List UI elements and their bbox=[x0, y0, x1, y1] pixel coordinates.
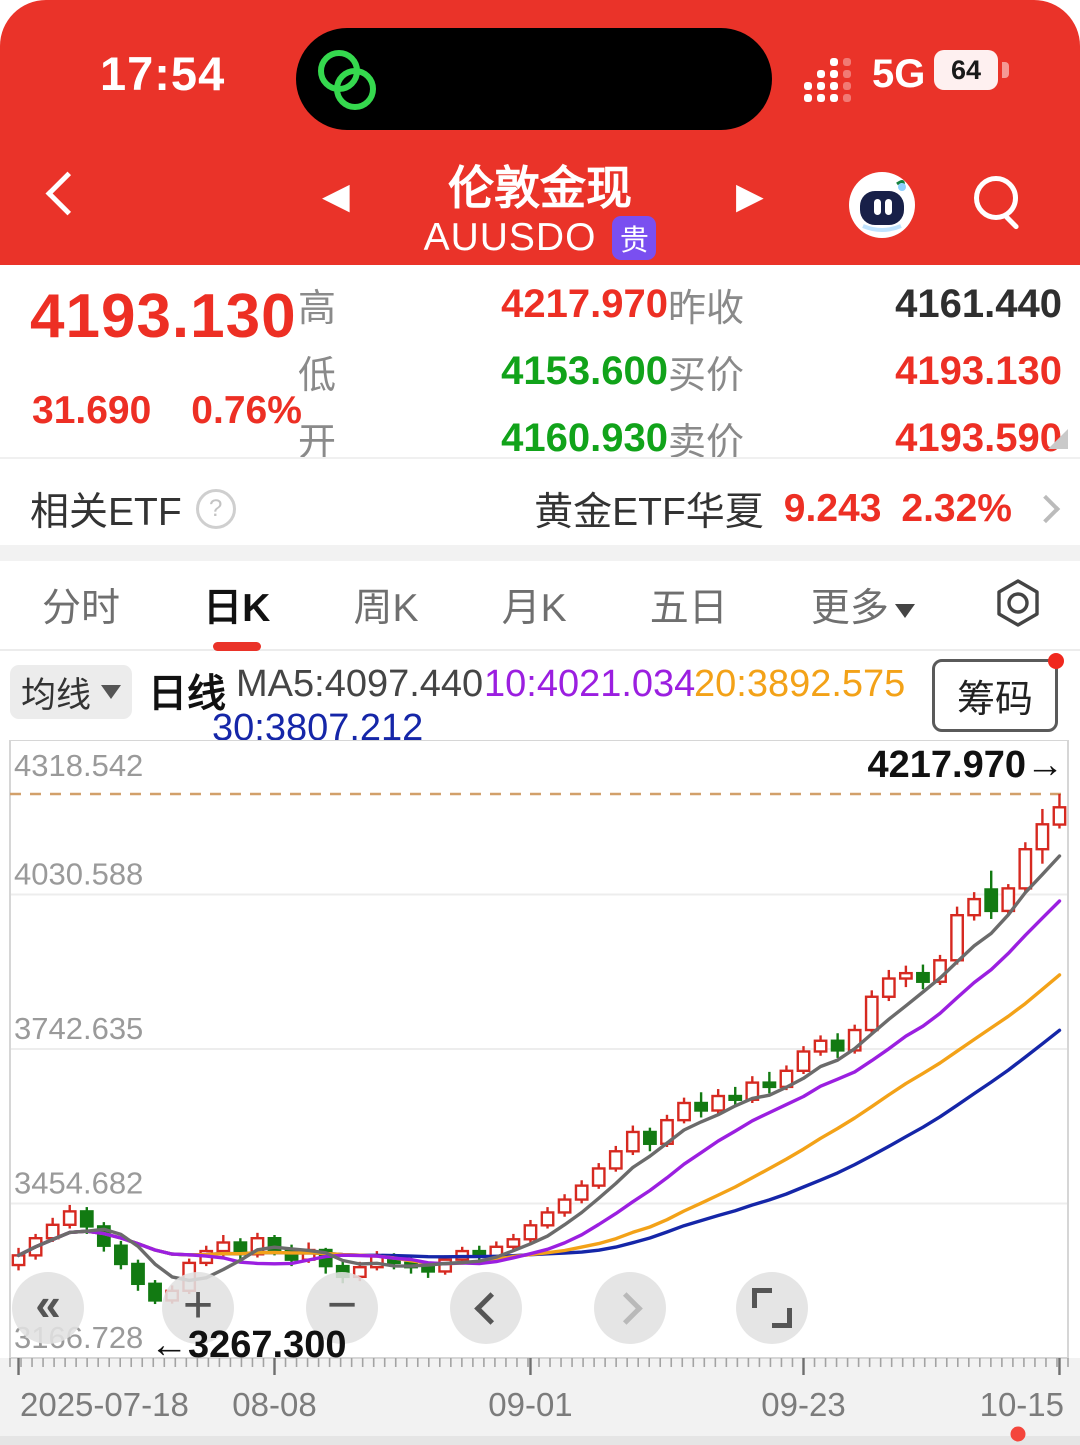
pan-left-button[interactable] bbox=[450, 1272, 522, 1344]
search-icon[interactable] bbox=[974, 176, 1018, 220]
battery-icon: 64 bbox=[934, 50, 998, 90]
low-value: 4153.600 bbox=[501, 349, 668, 393]
section-divider bbox=[0, 545, 1080, 561]
kline-chart-area[interactable]: 4318.542 4030.588 3742.635 3454.682 3166.728… bbox=[0, 740, 1080, 1445]
quote-grid: 高 4217.970 昨收 4161.440 低 4153.600 买价 419… bbox=[298, 277, 1062, 466]
status-time: 17:54 bbox=[100, 47, 226, 100]
etf-name: 黄金ETF华夏 bbox=[534, 491, 764, 534]
tab-five-day[interactable]: 五日 bbox=[649, 587, 728, 630]
dynamic-island bbox=[296, 28, 772, 130]
open-value: 4160.930 bbox=[501, 416, 668, 460]
price-change-pct: 0.76% bbox=[191, 389, 302, 432]
low-label: 低 bbox=[298, 355, 337, 397]
svg-text:4030.588: 4030.588 bbox=[14, 857, 143, 892]
symbol-code: AUUSDO bbox=[423, 216, 597, 259]
page-title: 伦敦金现 bbox=[448, 162, 632, 214]
svg-text:4318.542: 4318.542 bbox=[14, 748, 143, 783]
tab-minute[interactable]: 分时 bbox=[42, 587, 121, 630]
ma5-value: MA5:4097.440 bbox=[236, 663, 484, 705]
period-tabs: 分时 日K 周K 月K 五日 更多 bbox=[0, 561, 1080, 651]
market-badge: 贵 bbox=[612, 216, 657, 260]
fullscreen-button[interactable] bbox=[736, 1272, 808, 1344]
related-etf-row[interactable]: 相关ETF ? 黄金ETF华夏 9.243 2.32% bbox=[0, 457, 1080, 547]
battery-nub-icon bbox=[1002, 62, 1009, 78]
svg-text:3454.682: 3454.682 bbox=[14, 1165, 143, 1200]
next-symbol-icon[interactable]: ▶ bbox=[736, 175, 764, 216]
chips-distribution-button[interactable]: 筹码 bbox=[931, 659, 1058, 732]
low-price-annotation: ←3267.300 bbox=[150, 1324, 347, 1366]
tab-daily-k[interactable]: 日K bbox=[197, 563, 276, 647]
etf-change-pct: 2.32% bbox=[901, 487, 1012, 530]
caret-down-icon bbox=[101, 685, 121, 699]
chart-settings-icon[interactable] bbox=[992, 577, 1044, 634]
svg-text:09-01: 09-01 bbox=[488, 1386, 572, 1423]
prev-symbol-icon[interactable]: ◀ bbox=[322, 175, 350, 216]
zoom-in-button[interactable]: + bbox=[162, 1272, 234, 1344]
etf-label: 相关ETF bbox=[30, 491, 182, 534]
pan-right-button[interactable] bbox=[594, 1272, 666, 1344]
ai-assistant-icon[interactable] bbox=[845, 168, 919, 247]
high-label: 高 bbox=[298, 288, 337, 330]
ma10-value: 10:4021.034 bbox=[484, 663, 696, 705]
bid-value: 4193.130 bbox=[895, 349, 1062, 393]
help-icon[interactable]: ? bbox=[195, 489, 236, 529]
quote-panel: 4193.130 31.690 0.76% 高 4217.970 昨收 4161… bbox=[0, 265, 1080, 464]
svg-text:09-23: 09-23 bbox=[761, 1386, 845, 1423]
last-price: 4193.130 bbox=[30, 282, 297, 351]
network-type: 5G bbox=[872, 52, 926, 96]
rewind-button[interactable]: « bbox=[12, 1272, 84, 1344]
svg-text:08-08: 08-08 bbox=[232, 1386, 316, 1423]
svg-text:3742.635: 3742.635 bbox=[14, 1011, 143, 1046]
svg-text:2025-07-18: 2025-07-18 bbox=[20, 1386, 189, 1423]
ma20-value: 20:3892.575 bbox=[694, 663, 906, 705]
fullscreen-icon bbox=[752, 1288, 792, 1328]
tab-monthly-k[interactable]: 月K bbox=[501, 587, 567, 630]
tab-weekly-k[interactable]: 周K bbox=[353, 587, 419, 630]
chevron-left-icon bbox=[473, 1291, 507, 1325]
bid-label: 买价 bbox=[668, 355, 745, 397]
chevron-right-icon bbox=[1031, 494, 1061, 524]
ma-dropdown[interactable]: 均线 bbox=[10, 665, 132, 719]
svg-text:10-15: 10-15 bbox=[980, 1386, 1064, 1423]
zoom-out-button[interactable]: − bbox=[306, 1272, 378, 1344]
price-change: 31.690 bbox=[32, 389, 152, 432]
signal-icon bbox=[804, 56, 851, 102]
kline-chart[interactable]: 4318.5424030.5883742.6353454.6823166.728… bbox=[0, 740, 1080, 1445]
high-price-annotation: 4217.970→ bbox=[867, 744, 1065, 786]
caret-down-icon bbox=[894, 603, 915, 618]
ma-info-bar: 均线 日线 MA5:4097.440 10:4021.034 20:3892.5… bbox=[0, 651, 1080, 749]
resize-corner-icon bbox=[1048, 429, 1068, 449]
prevclose-label: 昨收 bbox=[668, 288, 745, 330]
ma-period-label: 日线 bbox=[148, 673, 227, 716]
prevclose-value: 4161.440 bbox=[895, 282, 1062, 326]
etf-price: 9.243 bbox=[783, 487, 882, 530]
chevron-right-icon bbox=[609, 1291, 643, 1325]
link-icon bbox=[334, 68, 376, 110]
tab-more[interactable]: 更多 bbox=[805, 563, 921, 647]
ask-value: 4193.590 bbox=[895, 416, 1062, 460]
high-value: 4217.970 bbox=[501, 282, 668, 326]
notification-dot bbox=[1048, 653, 1064, 669]
app-bar: 17:54 5G 64 ◀ 伦敦金现 AUUSDO 贵 ▶ bbox=[0, 0, 1080, 265]
